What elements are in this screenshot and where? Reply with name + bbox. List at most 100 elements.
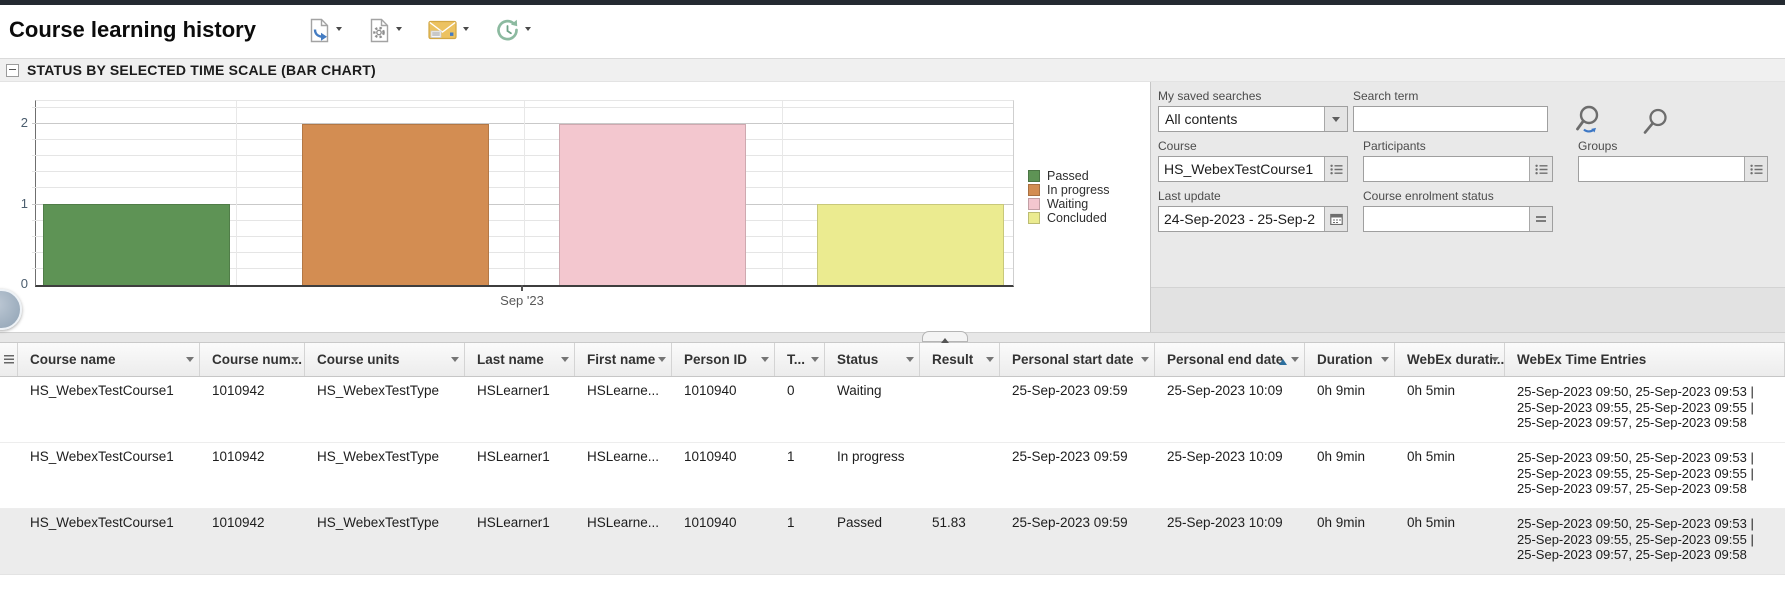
gridline (524, 101, 525, 285)
saved-searches-value: All contents (1165, 111, 1238, 127)
bar-concluded[interactable] (817, 204, 1004, 285)
filter-dropdown-icon[interactable] (186, 357, 194, 366)
table-cell: HSLearner1 (477, 449, 550, 464)
bar-in-progress[interactable] (302, 124, 489, 285)
filter-dropdown-icon[interactable] (906, 357, 914, 366)
column-header-webex-time-entries[interactable]: WebEx Time Entries (1505, 343, 1785, 376)
filter-dropdown-icon[interactable] (761, 357, 769, 366)
column-header-first-name[interactable]: First name (575, 343, 672, 376)
column-header-person-id[interactable]: Person ID (672, 343, 775, 376)
course-picker-button[interactable] (1324, 157, 1347, 181)
column-header-t[interactable]: T... (775, 343, 825, 376)
gridline (32, 171, 1013, 173)
table-cell: 0h 9min (1317, 383, 1366, 398)
status-bar-chart: Sep '23 Passed In progress Waiting Conclude… (0, 82, 1150, 332)
participants-input[interactable] (1364, 157, 1529, 181)
gridline (32, 139, 1013, 141)
filter-dropdown-icon[interactable] (658, 357, 666, 366)
chart-section-header: STATUS BY SELECTED TIME SCALE (BAR CHART… (0, 58, 1785, 82)
gridline (32, 187, 1013, 189)
column-header-course-name[interactable]: Course name (18, 343, 200, 376)
table-row[interactable]: HS_WebexTestCourse1 1010942 HS_WebexTestTy… (0, 377, 1785, 443)
search-button[interactable] (1641, 106, 1671, 139)
gridline (32, 235, 1013, 237)
page-title: Course learning history (9, 17, 256, 42)
table-cell: 0 (787, 383, 795, 398)
column-label: Course name (30, 352, 116, 367)
x-axis-label: Sep '23 (500, 293, 544, 308)
table-cell: 25-Sep-2023 10:09 (1167, 515, 1283, 530)
last-update-field: Last update (1158, 189, 1348, 232)
filter-dropdown-icon[interactable] (561, 357, 569, 366)
enrolment-status-picker-button[interactable] (1529, 207, 1552, 231)
column-header-course-units[interactable]: Course units (305, 343, 465, 376)
column-header-status[interactable]: Status (825, 343, 920, 376)
column-header-row-selector[interactable] (0, 343, 18, 376)
legend-item: Waiting (1028, 197, 1110, 211)
report-settings-button[interactable] (368, 18, 402, 46)
filter-dropdown-icon[interactable] (291, 357, 299, 366)
saved-searches-dropdown-button[interactable] (1324, 107, 1347, 131)
groups-label: Groups (1578, 139, 1618, 153)
legend-item: Concluded (1028, 211, 1110, 225)
table-row[interactable]: HS_WebexTestCourse1 1010942 HS_WebexTestTy… (0, 443, 1785, 509)
rows-menu-icon[interactable] (4, 355, 14, 364)
send-report-button[interactable] (428, 18, 469, 46)
filter-dropdown-icon[interactable] (1381, 357, 1389, 366)
legend-item: In progress (1028, 183, 1110, 197)
table-cell: 25-Sep-2023 09:50, 25-Sep-2023 09:53 | 2… (1517, 384, 1754, 430)
legend-item: Passed (1028, 169, 1110, 183)
column-header-last-name[interactable]: Last name (465, 343, 575, 376)
table-cell: HS_WebexTestCourse1 (30, 449, 174, 464)
date-range-picker-button[interactable] (1324, 207, 1347, 231)
gridline (32, 106, 1013, 108)
groups-input[interactable] (1579, 157, 1744, 181)
table-cell (920, 377, 1000, 442)
collapse-section-icon[interactable] (6, 63, 19, 77)
filter-dropdown-icon[interactable] (1141, 357, 1149, 366)
course-input[interactable] (1159, 157, 1324, 181)
column-header-result[interactable]: Result (920, 343, 1000, 376)
bar-passed[interactable] (43, 204, 230, 285)
search-term-field: Search term (1353, 89, 1548, 132)
export-report-button[interactable] (308, 18, 342, 46)
table-row[interactable]: HS_WebexTestCourse1 1010942 HS_WebexTestTy… (0, 509, 1785, 575)
participants-field: Participants (1363, 139, 1553, 182)
table-cell (920, 443, 1000, 508)
table-cell: HSLearner1 (477, 515, 550, 530)
filter-dropdown-icon[interactable] (986, 357, 994, 366)
filter-dropdown-icon[interactable] (1491, 357, 1499, 366)
search-term-input[interactable] (1354, 107, 1547, 131)
column-header-course-num[interactable]: Course num... (200, 343, 305, 376)
last-update-input[interactable] (1159, 207, 1324, 231)
bar-waiting[interactable] (559, 124, 746, 285)
table-cell: 25-Sep-2023 10:09 (1167, 383, 1283, 398)
saved-searches-select[interactable]: All contents (1158, 106, 1348, 132)
participants-picker-button[interactable] (1529, 157, 1552, 181)
column-header-webex-durati[interactable]: WebEx durati... (1395, 343, 1505, 376)
table-cell: 25-Sep-2023 09:59 (1012, 449, 1128, 464)
groups-picker-button[interactable] (1744, 157, 1767, 181)
send-report-email-icon (428, 18, 458, 45)
rerun-search-button[interactable] (1573, 102, 1607, 139)
column-header-personal-end-date[interactable]: Personal end date (1155, 343, 1305, 376)
filter-dropdown-icon[interactable] (811, 357, 819, 366)
filter-dropdown-icon[interactable] (451, 357, 459, 366)
column-header-duration[interactable]: Duration (1305, 343, 1395, 376)
column-header-personal-start-date[interactable]: Personal start date (1000, 343, 1155, 376)
gridline (32, 155, 1013, 157)
gridline (32, 203, 1013, 205)
splitter-collapse-handle[interactable] (922, 331, 968, 343)
list-picker-icon (1329, 164, 1342, 174)
report-history-button[interactable] (495, 18, 531, 46)
table-cell: 25-Sep-2023 09:50, 25-Sep-2023 09:53 | 2… (1517, 516, 1754, 562)
panel-splitter[interactable] (0, 331, 1785, 343)
enrolment-status-input[interactable] (1364, 207, 1529, 231)
table-cell: 1010940 (684, 515, 737, 530)
table-cell: In progress (837, 449, 905, 464)
table-cell: HSLearne... (587, 449, 660, 464)
table-cell: Passed (837, 515, 883, 530)
legend-label: Waiting (1047, 197, 1089, 211)
filter-dropdown-icon[interactable] (1291, 357, 1299, 366)
table-cell: 25-Sep-2023 09:59 (1012, 383, 1128, 398)
